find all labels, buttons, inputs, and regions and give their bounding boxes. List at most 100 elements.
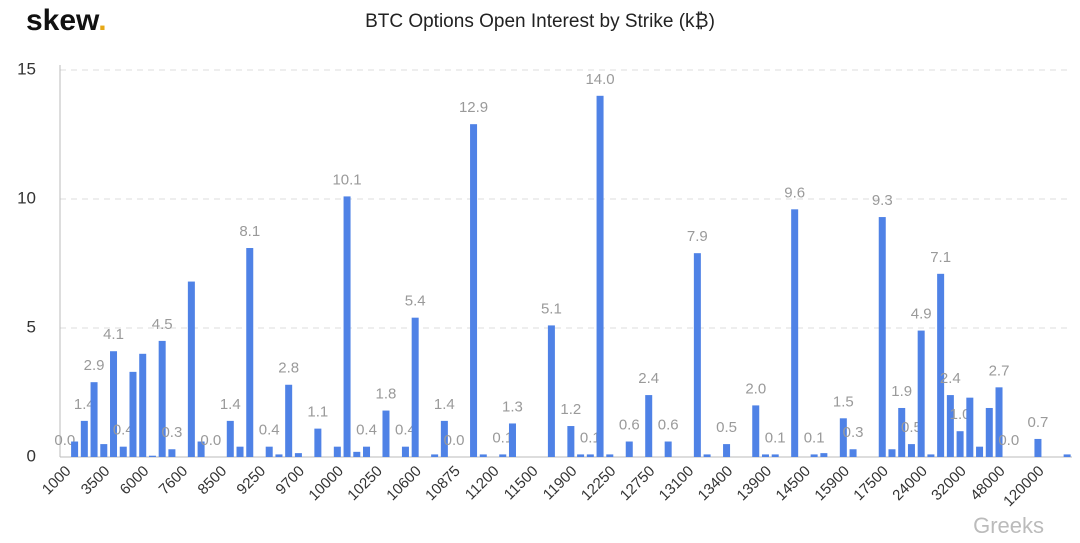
x-tick-label: 17500 — [850, 463, 892, 505]
bar — [723, 444, 731, 457]
bar — [771, 454, 779, 457]
value-label: 1.0 — [950, 406, 971, 423]
value-label: 1.4 — [434, 396, 455, 413]
bar — [236, 446, 244, 457]
bar — [586, 454, 594, 457]
bar — [129, 371, 137, 457]
bar — [246, 248, 254, 457]
bar — [567, 426, 575, 457]
bar — [148, 455, 156, 457]
bar — [470, 124, 478, 458]
x-tick-label: 10250 — [344, 463, 386, 505]
bar — [985, 407, 993, 457]
value-label: 2.0 — [745, 380, 766, 397]
bar — [703, 454, 711, 457]
bar — [693, 253, 701, 457]
bar — [606, 454, 614, 457]
bar — [110, 351, 118, 457]
bar — [431, 454, 439, 457]
value-label: 12.9 — [459, 99, 488, 116]
logo-dot: . — [98, 4, 106, 37]
value-label: 2.9 — [84, 357, 105, 374]
value-label: 0.4 — [259, 422, 280, 439]
x-tick-label: 15900 — [811, 463, 853, 505]
value-label: 0.4 — [356, 422, 377, 439]
value-label: 0.1 — [765, 429, 786, 446]
bar — [664, 441, 672, 457]
x-tick-label: 13400 — [695, 463, 737, 505]
bar — [275, 454, 283, 457]
value-label: 9.3 — [872, 192, 893, 209]
bar — [411, 317, 419, 457]
value-label: 0.5 — [716, 419, 737, 436]
watermark: Greeks — [973, 513, 1044, 538]
value-label: 5.4 — [405, 293, 426, 310]
bar — [382, 410, 390, 457]
value-label: 0.7 — [1028, 414, 1049, 431]
logo-name: skew — [26, 4, 100, 37]
bar — [645, 395, 653, 457]
value-label: 7.1 — [930, 249, 951, 266]
value-label: 9.6 — [784, 184, 805, 201]
bar — [197, 441, 205, 457]
x-tick-label: 120000 — [1000, 463, 1047, 510]
bar — [976, 446, 984, 457]
bar — [168, 449, 176, 457]
value-label: 0.0 — [444, 432, 465, 449]
bar — [898, 407, 906, 457]
bar — [839, 418, 847, 457]
value-label: 0.0 — [200, 432, 221, 449]
x-tick-label: 9700 — [272, 463, 308, 499]
value-label: 0.4 — [395, 422, 416, 439]
bar — [499, 454, 507, 457]
value-label: 8.1 — [239, 223, 260, 240]
x-tick-label: 10000 — [305, 463, 347, 505]
value-label: 2.7 — [989, 362, 1010, 379]
value-label: 10.1 — [332, 171, 361, 188]
x-tick-label: 14500 — [773, 463, 815, 505]
y-tick-label: 0 — [27, 446, 36, 465]
bar — [937, 273, 945, 457]
bar — [226, 420, 234, 457]
bar — [440, 420, 448, 457]
value-label: 4.1 — [103, 326, 124, 343]
value-label: 1.3 — [502, 398, 523, 415]
bar — [547, 325, 555, 457]
bar — [1034, 438, 1042, 457]
bar — [294, 453, 302, 457]
value-label: 2.8 — [278, 360, 299, 377]
bar — [927, 454, 935, 457]
bar — [966, 397, 974, 457]
bar — [363, 446, 371, 457]
value-label: 1.2 — [560, 401, 581, 418]
bar — [119, 446, 127, 457]
x-tick-label: 24000 — [889, 463, 931, 505]
value-label: 0.3 — [161, 424, 182, 441]
x-tick-label: 10875 — [422, 463, 464, 505]
value-label: 0.6 — [619, 416, 640, 433]
x-tick-label: 11200 — [462, 463, 503, 504]
x-tick-label: 3500 — [78, 463, 114, 499]
value-label: 0.5 — [901, 419, 922, 436]
value-label: 0.1 — [580, 429, 601, 446]
value-label: 0.6 — [658, 416, 679, 433]
x-tick-label: 12750 — [617, 463, 659, 505]
bar — [158, 340, 166, 457]
value-label: 4.9 — [911, 306, 932, 323]
value-label: 7.9 — [687, 228, 708, 245]
bar — [888, 449, 896, 457]
x-tick-label: 8500 — [195, 463, 231, 499]
bar — [80, 420, 88, 457]
bar — [343, 196, 351, 458]
x-tick-label: 7600 — [156, 463, 192, 499]
bar — [285, 384, 293, 457]
bar — [353, 451, 361, 457]
bar — [1063, 454, 1071, 457]
bar — [100, 444, 108, 457]
x-tick-label: 12250 — [578, 463, 620, 505]
bar — [577, 454, 585, 457]
bar — [90, 382, 98, 457]
bar — [995, 387, 1003, 457]
y-tick-label: 15 — [17, 59, 36, 78]
y-tick-label: 5 — [27, 317, 36, 336]
